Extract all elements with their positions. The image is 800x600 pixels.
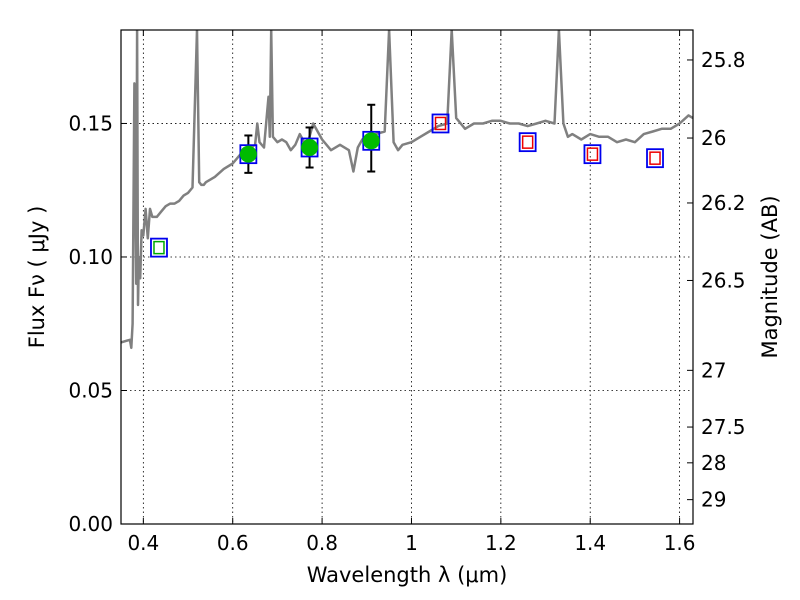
model-photometry-box [431, 113, 450, 134]
model-spectrum-line [121, 30, 693, 350]
x-tick-label: 1 [405, 531, 418, 555]
right-tick-label: 26.5 [701, 268, 746, 292]
x-tick-label: 1.6 [664, 531, 696, 555]
upper-limit-box [586, 147, 599, 161]
right-tick-label: 27.5 [701, 415, 746, 439]
upper-limit-box [521, 135, 534, 149]
model-spectrum-layer [121, 30, 693, 350]
right-tick-label: 27 [701, 358, 726, 382]
plot-frame [120, 29, 694, 525]
y-tick-label: 0.00 [68, 512, 113, 536]
model-photometry-box [583, 144, 602, 165]
x-tick-label: 1.4 [574, 531, 606, 555]
right-axis-label: Magnitude (AB) [758, 195, 782, 358]
right-tick-label: 26 [701, 126, 726, 150]
right-tick-label: 29 [701, 488, 726, 512]
y-tick-label: 0.15 [68, 111, 113, 135]
model-photometry-box [150, 237, 168, 258]
x-tick-label: 0.8 [306, 531, 338, 555]
inner-green-box [153, 240, 165, 255]
right-tick-label: 26.2 [701, 191, 746, 215]
observed-point [301, 138, 319, 156]
observed-point [239, 145, 257, 163]
grid [121, 30, 693, 524]
observed-point [362, 132, 380, 150]
right-tick-label: 25.8 [701, 48, 746, 72]
photometry-layer [150, 103, 664, 258]
x-tick-label: 0.4 [127, 531, 159, 555]
model-photometry-box [518, 132, 537, 153]
x-tick-label: 1.2 [485, 531, 517, 555]
right-tick-label: 28 [701, 451, 726, 475]
y-tick-label: 0.10 [68, 245, 113, 269]
model-photometry-box [646, 148, 664, 169]
y-tick-label: 0.05 [68, 378, 113, 402]
x-axis-label: Wavelength λ (μm) [307, 563, 508, 587]
y-axis-label: Flux Fν ( μJy ) [25, 206, 49, 349]
axis-ticks: 0.4 0.6 0.8 1 1.2 1.4 1.6 0.00 0.05 0.10 0.15 25.8 2… [68, 30, 746, 555]
upper-limit-box [649, 151, 661, 165]
upper-limit-box [434, 116, 447, 131]
x-tick-label: 0.6 [217, 531, 249, 555]
